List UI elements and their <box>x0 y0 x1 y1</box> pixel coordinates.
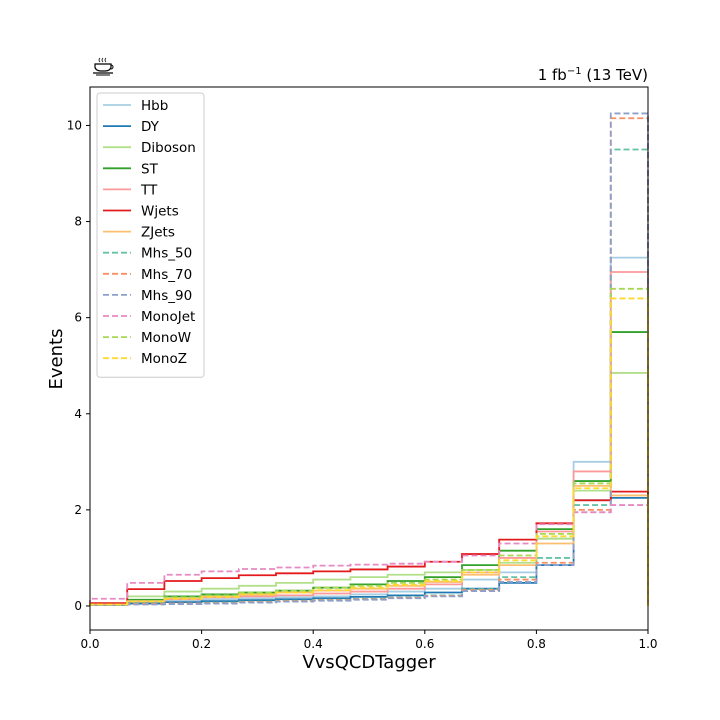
series-line-st <box>89 331 649 606</box>
x-tick-label: 0.2 <box>192 637 211 651</box>
series-line-tt <box>89 271 649 606</box>
y-tick-label: 0 <box>74 599 82 613</box>
legend-box <box>96 92 205 378</box>
legend-label: ZJets <box>141 225 175 241</box>
lumi-main: 1 fb <box>538 66 567 84</box>
x-tick-label: 0.4 <box>304 637 323 651</box>
legend-label: MonoJet <box>141 309 195 325</box>
series-line-monojet <box>89 504 649 606</box>
y-tick-label: 4 <box>74 407 82 421</box>
series-line-wjets <box>89 490 649 606</box>
legend: Hbb DY Diboson ST TT Wjets ZJets Mhs_50 Mhs_70 Mh… <box>96 92 205 378</box>
series-line-diboson <box>89 372 649 606</box>
legend-label: DY <box>141 119 160 135</box>
legend-label: ST <box>141 161 159 177</box>
legend-label: Hbb <box>141 98 168 114</box>
x-tick-label: 0.0 <box>80 637 99 651</box>
legend-label: Mhs_70 <box>141 267 192 283</box>
lumi-sup: −1 <box>567 66 582 77</box>
y-axis-ticks: 0 2 4 6 8 10 <box>67 118 90 613</box>
legend-label: Diboson <box>141 140 196 156</box>
legend-label: MonoW <box>141 330 191 346</box>
x-axis-label: VvsQCDTagger <box>302 652 436 673</box>
legend-label: Wjets <box>141 204 179 220</box>
x-axis-ticks: 0.0 0.2 0.4 0.6 0.8 1.0 <box>80 630 658 651</box>
luminosity-label: 1 fb−1 (13 TeV) <box>538 66 648 84</box>
axes-frame <box>89 86 649 631</box>
series-line-monoz <box>89 297 649 606</box>
x-tick-label: 1.0 <box>638 637 657 651</box>
plot-area <box>89 112 649 606</box>
y-tick-label: 6 <box>74 311 82 325</box>
series-line-zjets <box>89 484 649 606</box>
x-tick-label: 0.6 <box>415 637 434 651</box>
legend-label: Mhs_90 <box>141 288 192 304</box>
y-axis-label: Events <box>46 329 67 390</box>
coffee-cup-icon <box>93 57 114 76</box>
series-line-monow <box>89 287 649 606</box>
legend-label: TT <box>140 182 158 198</box>
y-tick-label: 2 <box>74 503 82 517</box>
y-tick-label: 8 <box>74 215 82 229</box>
x-tick-label: 0.8 <box>527 637 546 651</box>
legend-label: Mhs_50 <box>141 246 192 262</box>
series-line-mhs-90 <box>89 112 649 606</box>
lumi-tail: (13 TeV) <box>582 66 648 84</box>
y-tick-label: 10 <box>67 118 82 132</box>
legend-label: MonoZ <box>141 351 187 367</box>
series-line-dy <box>89 496 649 606</box>
